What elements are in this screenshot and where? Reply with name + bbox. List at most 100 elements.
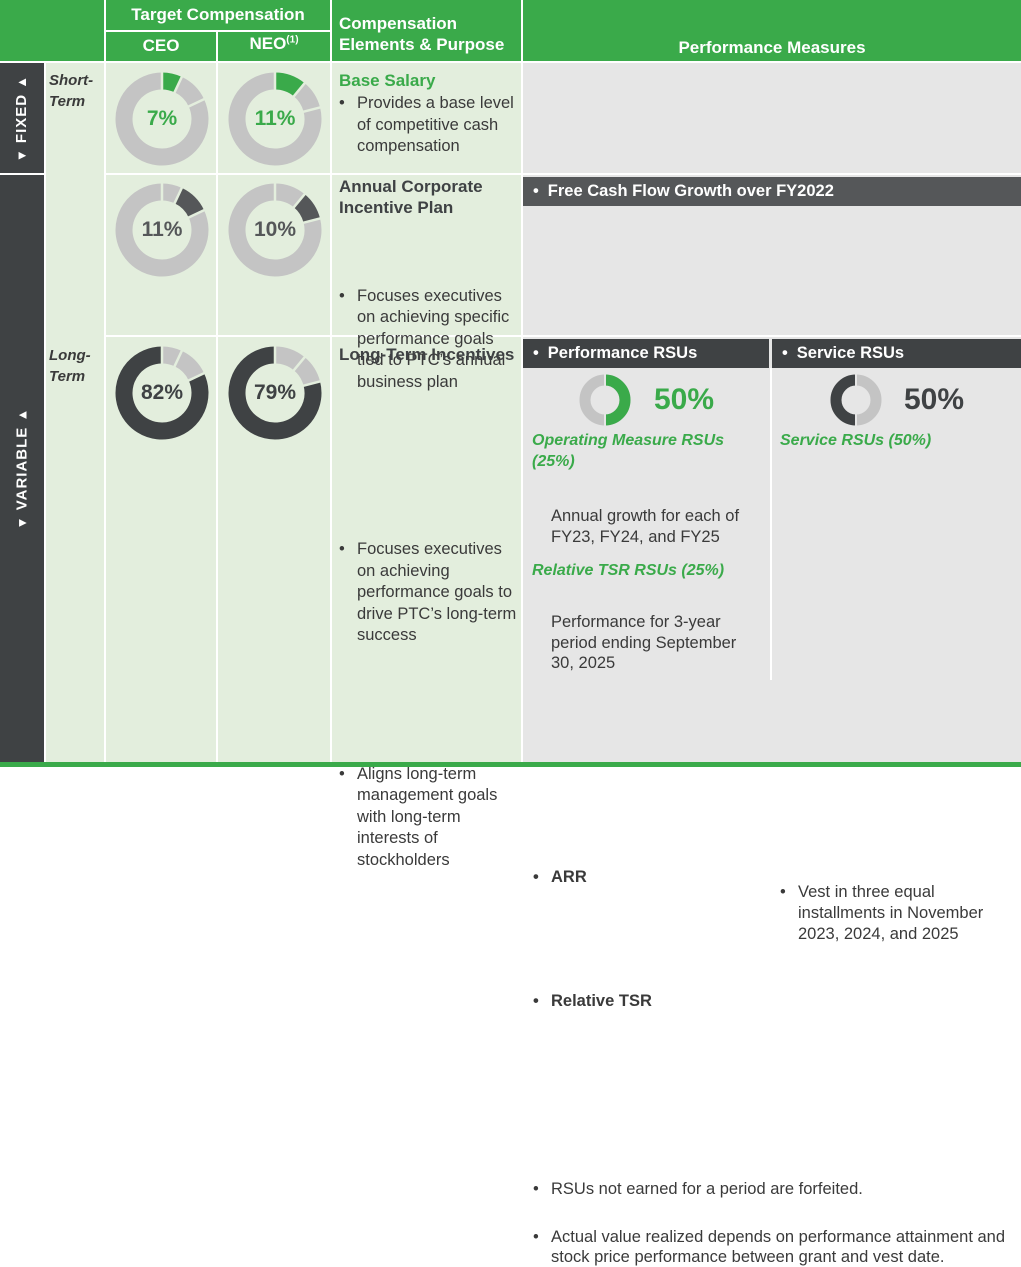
prsu-donut [579, 373, 631, 427]
prsu-percent: 50% [654, 383, 715, 416]
srsu-bullet: • [782, 344, 788, 362]
short-term-label: Short- Term [49, 70, 93, 112]
donut-separator [187, 371, 206, 383]
fixed-label-text: ▼ FIXED ▲ [14, 74, 31, 161]
prsu-band: • Performance RSUs [523, 339, 769, 368]
performance-cell-lti [523, 337, 1021, 762]
donut-separator [292, 355, 307, 372]
donut-separator [292, 192, 307, 209]
down-arrow-icon: ▼ [14, 515, 30, 530]
donut-segment-base-salary [274, 72, 305, 97]
fixed-side-label: ▼ FIXED ▲ [0, 63, 44, 173]
donut-label-base-neo: 11% [254, 107, 296, 130]
operating-rsu-title: Operating Measure RSUs (25%) [532, 432, 725, 470]
donut-segment-annual-corporate-incentive-plan [174, 76, 205, 107]
variable-side-label: ▼ VARIABLE ▲ [0, 175, 44, 762]
donut-acip-ceo [115, 183, 209, 277]
performance-measures-heading: Performance Measures [678, 38, 866, 57]
variable-text: VARIABLE [13, 426, 31, 511]
donut-separator [187, 208, 206, 220]
acip-bullet: Focuses executives on achieving specific… [339, 286, 519, 394]
arr-description: Annual growth for each of FY23, FY24, an… [551, 507, 740, 546]
neo-footnote-mark: (1) [286, 34, 299, 46]
note-actual-value: Actual value realized depends on perform… [533, 1227, 1018, 1267]
donut-lti-ceo [115, 346, 209, 440]
donut-separator [302, 379, 322, 388]
relative-tsr-item: Relative TSR [533, 992, 1021, 1011]
donut-segment-long-term-incentives [228, 72, 322, 166]
donut-separator [172, 186, 184, 205]
srsu-label: Service RSUs [796, 344, 905, 362]
donut-segment-long-term-incentives [228, 183, 322, 277]
donut-separator [292, 81, 307, 98]
donut-segment-base-salary [274, 346, 305, 371]
donut-separator [172, 349, 184, 368]
srsu-donut-dark [830, 374, 857, 426]
service-rsu-bullet: Vest in three equal installments in Nove… [780, 882, 1012, 945]
donut-label-base-ceo: 7% [146, 107, 178, 130]
donut-label-lti-ceo: 82% [140, 381, 184, 404]
prsu-donut-green [604, 374, 631, 426]
short-term-line2: Term [49, 93, 86, 110]
acip-measure-text: Free Cash Flow Growth over FY2022 [547, 182, 834, 200]
donut-lti-neo [228, 346, 322, 440]
lti-title: Long-Term Incentives [339, 345, 515, 364]
srsu-percent: 50% [904, 383, 965, 416]
note-forfeited: RSUs not earned for a period are forfeit… [533, 1179, 1013, 1201]
performance-cell-base [523, 63, 1021, 173]
elements-column-heading: Compensation Elements & Purpose [339, 13, 519, 55]
bottom-rule [0, 762, 1021, 767]
term-column [46, 63, 104, 762]
donut-label-acip-ceo: 11% [141, 218, 183, 241]
donut-segment-base-salary [161, 72, 182, 93]
relative-tsr-description: Performance for 3-year period ending Sep… [551, 613, 737, 672]
donut-segment-long-term-incentives [115, 183, 209, 277]
service-rsu-title: Service RSUs (50%) [780, 432, 932, 449]
neo-column-heading: NEO(1) [218, 34, 330, 54]
donut-label-lti-neo: 79% [253, 381, 297, 404]
donut-label-acip-neo: 10% [253, 218, 297, 241]
donut-segment-base-salary [274, 183, 305, 208]
srsu-donut [830, 373, 882, 427]
header-divider-white [104, 0, 106, 61]
acip-measure-band: • Free Cash Flow Growth over FY2022 [523, 177, 1021, 206]
ceo-column-heading: CEO [142, 36, 180, 55]
short-term-line1: Short- [49, 72, 94, 89]
long-term-label: Long- Term [49, 345, 91, 387]
acip-title-line1: Annual Corporate [339, 177, 483, 196]
donut-segment-long-term-incentives [228, 346, 322, 440]
neo-label: NEO [249, 34, 287, 53]
lti-bullet-1: Focuses executives on achieving performa… [339, 539, 519, 647]
donut-separator [302, 216, 322, 225]
lti-bullet-2: Aligns long-term management goals with l… [339, 764, 519, 872]
up-arrow-icon: ▲ [14, 74, 30, 89]
donut-acip-neo [228, 183, 322, 277]
base-salary-title: Base Salary [339, 71, 436, 90]
rsu-divider [770, 368, 772, 680]
donut-separator [187, 97, 206, 109]
acip-title-line2: Incentive Plan [339, 198, 454, 217]
base-salary-bullet: Provides a base level of competitive cas… [339, 93, 519, 158]
acip-measure-bullet: • [533, 182, 539, 200]
donut-base-neo [228, 72, 322, 166]
donut-separator [302, 105, 322, 114]
prsu-label: Performance RSUs [547, 344, 698, 362]
donut-segment-base-salary [161, 183, 182, 204]
relative-tsr-rsu-title: Relative TSR RSUs (25%) [532, 562, 725, 579]
donut-segment-annual-corporate-incentive-plan [174, 187, 205, 218]
header-divider-white [330, 0, 332, 61]
fixed-text: FIXED [13, 93, 31, 143]
long-term-line2: Term [49, 368, 86, 385]
elements-heading-line1: Compensation [339, 14, 458, 33]
long-term-line1: Long- [49, 347, 91, 364]
donut-segment-long-term-incentives [115, 72, 209, 166]
down-arrow-icon: ▼ [14, 147, 30, 162]
donut-base-ceo [115, 72, 209, 166]
donut-segment-long-term-incentives [115, 346, 209, 440]
target-compensation-heading: Target Compensation [131, 5, 305, 24]
donut-segment-base-salary [161, 346, 182, 367]
prsu-bullet: • [533, 344, 539, 362]
elements-heading-line2: Elements & Purpose [339, 35, 505, 54]
up-arrow-icon: ▲ [14, 407, 30, 422]
srsu-band: • Service RSUs [772, 339, 1021, 368]
